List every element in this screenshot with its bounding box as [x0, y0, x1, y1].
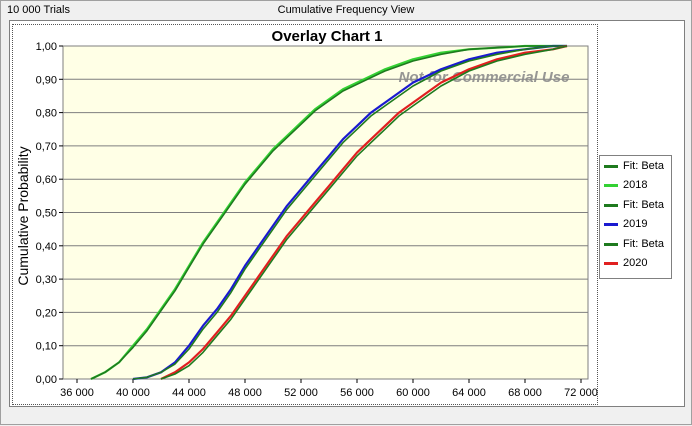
legend-label: 2020 — [623, 257, 648, 269]
x-tick-label: 52 000 — [284, 387, 318, 399]
y-tick-label: 0,40 — [36, 241, 57, 253]
legend-item: Fit: Beta — [604, 237, 664, 251]
legend-label: Fit: Beta — [623, 160, 664, 172]
x-tick-label: 48 000 — [228, 387, 262, 399]
y-tick-label: 0,10 — [36, 341, 57, 353]
y-axis-label: Cumulative Probability — [15, 146, 31, 285]
x-tick-label: 60 000 — [396, 387, 430, 399]
legend: Fit: Beta 2018 Fit: Beta 2019 Fit: Beta … — [599, 155, 672, 279]
chart-title: Overlay Chart 1 — [272, 28, 383, 45]
legend-label: Fit: Beta — [623, 199, 664, 211]
series-lines — [90, 44, 568, 381]
x-tick-label: 44 000 — [172, 387, 206, 399]
legend-item: 2020 — [604, 256, 647, 270]
series-line-2018 — [90, 44, 567, 380]
trials-count: 10 000 Trials — [7, 4, 70, 16]
legend-swatch — [604, 183, 618, 187]
y-tick-label: 0,90 — [36, 74, 57, 86]
legend-item: 2019 — [604, 217, 647, 231]
y-tick-labels: 0,00 0,10 0,20 0,30 0,40 0,50 0,60 0,70 0,80 0,90… — [36, 41, 57, 386]
x-tick-label: 64 000 — [452, 387, 486, 399]
x-tick-label: 40 000 — [116, 387, 150, 399]
fit-beta-line — [132, 45, 567, 380]
x-tick-labels: 36 000 40 000 44 000 48 000 52 000 56 000 60 0… — [60, 387, 598, 399]
x-tick-label: 36 000 — [60, 387, 94, 399]
chart-focus-border — [12, 24, 598, 405]
y-tick-label: 0,80 — [36, 108, 57, 120]
x-tick-label: 56 000 — [340, 387, 374, 399]
fit-beta-line — [90, 45, 567, 380]
y-tick-label: 0,60 — [36, 174, 57, 186]
legend-item: Fit: Beta — [604, 159, 664, 173]
y-tick-label: 0,00 — [36, 374, 57, 386]
legend-label: 2019 — [623, 218, 648, 230]
y-tick-label: 0,50 — [36, 208, 57, 220]
y-tick-label: 0,70 — [36, 141, 57, 153]
legend-swatch — [604, 203, 618, 207]
grid — [59, 45, 588, 383]
x-tick-label: 72 000 — [564, 387, 598, 399]
y-tick-label: 0,30 — [36, 274, 57, 286]
series-line-2020 — [160, 44, 568, 380]
legend-swatch — [604, 222, 618, 226]
legend-swatch — [604, 261, 618, 265]
x-tick-label: 68 000 — [508, 387, 542, 399]
legend-label: 2018 — [623, 179, 648, 191]
legend-swatch — [604, 164, 618, 168]
legend-item: 2018 — [604, 178, 647, 192]
legend-swatch — [604, 242, 618, 246]
top-bar: 10 000 Trials Cumulative Frequency View — [1, 1, 691, 19]
y-tick-label: 1,00 — [36, 41, 57, 53]
legend-item: Fit: Beta — [604, 198, 664, 212]
series-line-2019 — [132, 44, 567, 381]
legend-label: Fit: Beta — [623, 238, 664, 250]
y-tick-label: 0,20 — [36, 307, 57, 319]
view-title: Cumulative Frequency View — [277, 4, 415, 16]
fit-beta-line — [160, 45, 568, 380]
